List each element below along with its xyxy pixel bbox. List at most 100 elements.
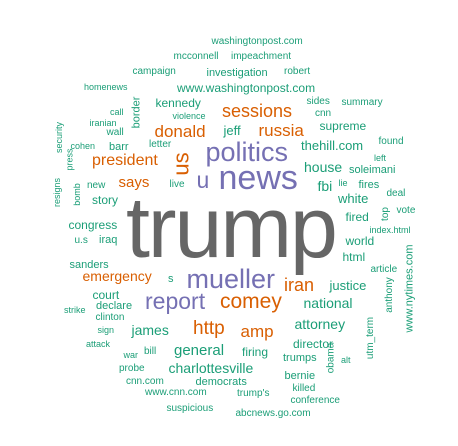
word-alt: alt bbox=[341, 354, 351, 365]
word-wall: wall bbox=[106, 127, 124, 138]
word-abcnews-go-com: abcnews.go.com bbox=[235, 408, 311, 419]
word-border: border bbox=[130, 96, 143, 128]
word-www-nytimes-com: www.nytimes.com bbox=[403, 243, 416, 333]
word-trump: trump bbox=[126, 180, 338, 276]
word-cnn: cnn bbox=[315, 108, 332, 119]
word-letter: letter bbox=[149, 139, 172, 150]
word-probe: probe bbox=[119, 363, 145, 374]
word-national: national bbox=[303, 295, 353, 311]
word-report: report bbox=[145, 287, 206, 314]
word-attack: attack bbox=[86, 338, 111, 349]
word-clinton: clinton bbox=[95, 312, 125, 323]
word-summary: summary bbox=[341, 97, 383, 108]
word-sides: sides bbox=[306, 96, 330, 107]
word-house: house bbox=[304, 159, 343, 175]
word-html: html bbox=[342, 250, 366, 264]
word-general: general bbox=[174, 341, 225, 359]
word-www-washingtonpost-com: www.washingtonpost.com bbox=[177, 81, 316, 95]
word-left: left bbox=[374, 152, 387, 163]
word-security: security bbox=[53, 121, 64, 153]
word-killed: killed bbox=[292, 383, 316, 394]
word-impeachment: impeachment bbox=[231, 51, 292, 62]
word-attorney: attorney bbox=[294, 316, 346, 332]
word-sanders: sanders bbox=[69, 258, 109, 271]
word-live: live bbox=[169, 179, 185, 190]
word-conference: conference bbox=[290, 395, 340, 406]
word-www-cnn-com: www.cnn.com bbox=[145, 387, 207, 398]
word-thehill-com: thehill.com bbox=[301, 137, 364, 153]
word-donald: donald bbox=[154, 121, 206, 141]
word-mueller: mueller bbox=[186, 263, 276, 294]
word-homenews: homenews bbox=[84, 81, 128, 92]
word-utm-term: utm_term bbox=[365, 316, 377, 360]
word-iran: iran bbox=[284, 275, 315, 295]
word-vote: vote bbox=[396, 205, 416, 216]
word-resigns: resigns bbox=[51, 177, 62, 207]
word-violence: violence bbox=[172, 110, 206, 121]
word-strike: strike bbox=[64, 304, 86, 315]
word-suspicious: suspicious bbox=[166, 403, 214, 414]
word-bill: bill bbox=[144, 346, 157, 357]
word-press: press bbox=[64, 147, 75, 171]
word-sign: sign bbox=[97, 324, 115, 335]
word-anthony: anthony bbox=[383, 277, 395, 313]
word-news: news bbox=[218, 159, 298, 197]
word-bernie: bernie bbox=[284, 369, 316, 382]
word-washingtonpost-com: washingtonpost.com bbox=[211, 36, 303, 47]
word-mcconnell: mcconnell bbox=[173, 51, 219, 62]
word-top: top bbox=[379, 207, 391, 221]
word-democrats: democrats bbox=[195, 375, 247, 388]
word-new: new bbox=[87, 180, 106, 191]
word-investigation: investigation bbox=[206, 66, 268, 79]
word-deal: deal bbox=[386, 188, 406, 199]
word-james: james bbox=[131, 322, 169, 338]
word-robert: robert bbox=[284, 66, 311, 77]
word-declare: declare bbox=[96, 299, 133, 312]
word-white: white bbox=[338, 190, 369, 206]
word-fbi: fbi bbox=[317, 178, 333, 194]
word-http: http bbox=[193, 317, 225, 339]
word-index-html: index.html bbox=[369, 224, 411, 235]
word-story: story bbox=[92, 193, 119, 207]
word-fires: fires bbox=[358, 178, 380, 191]
word-bomb: bomb bbox=[71, 182, 82, 206]
word-trumps: trumps bbox=[283, 351, 317, 364]
word-cnn-com: cnn.com bbox=[126, 376, 164, 387]
word-politics: politics bbox=[205, 136, 289, 167]
word-sessions: sessions bbox=[222, 101, 293, 121]
word-iranian: iranian bbox=[89, 117, 117, 128]
word-comey: comey bbox=[220, 289, 282, 313]
word-says: says bbox=[118, 173, 150, 191]
word-u: u bbox=[196, 166, 210, 193]
word-found: found bbox=[378, 136, 404, 147]
word-emergency: emergency bbox=[82, 268, 152, 284]
word-soleimani: soleimani bbox=[349, 163, 396, 176]
word-cohen: cohen bbox=[70, 140, 96, 151]
word-president: president bbox=[92, 152, 158, 169]
word-supreme: supreme bbox=[319, 119, 367, 133]
word-congress: congress bbox=[68, 218, 118, 232]
word-fired: fired bbox=[345, 210, 369, 224]
word-world: world bbox=[345, 234, 375, 248]
word-article: article bbox=[370, 264, 398, 275]
word-barr: barr bbox=[109, 140, 129, 153]
word-director: director bbox=[293, 337, 334, 351]
word-trump-s: trump's bbox=[237, 388, 270, 399]
word-charlottesville: charlottesville bbox=[168, 360, 254, 376]
word-justice: justice bbox=[329, 277, 367, 293]
word-lie: lie bbox=[338, 177, 348, 188]
word-s: s bbox=[168, 272, 174, 285]
word-campaign: campaign bbox=[132, 66, 176, 77]
word-us: us bbox=[168, 152, 194, 176]
word-call: call bbox=[110, 106, 124, 117]
word-jeff: jeff bbox=[223, 122, 241, 138]
word-russia: russia bbox=[258, 120, 304, 140]
word-court: court bbox=[92, 288, 120, 302]
word-u-s: u.s bbox=[74, 235, 88, 246]
word-iraq: iraq bbox=[99, 233, 118, 246]
word-amp: amp bbox=[240, 321, 274, 341]
word-firing: firing bbox=[242, 345, 269, 359]
word-kennedy: kennedy bbox=[155, 96, 201, 110]
word-war: war bbox=[123, 349, 139, 360]
